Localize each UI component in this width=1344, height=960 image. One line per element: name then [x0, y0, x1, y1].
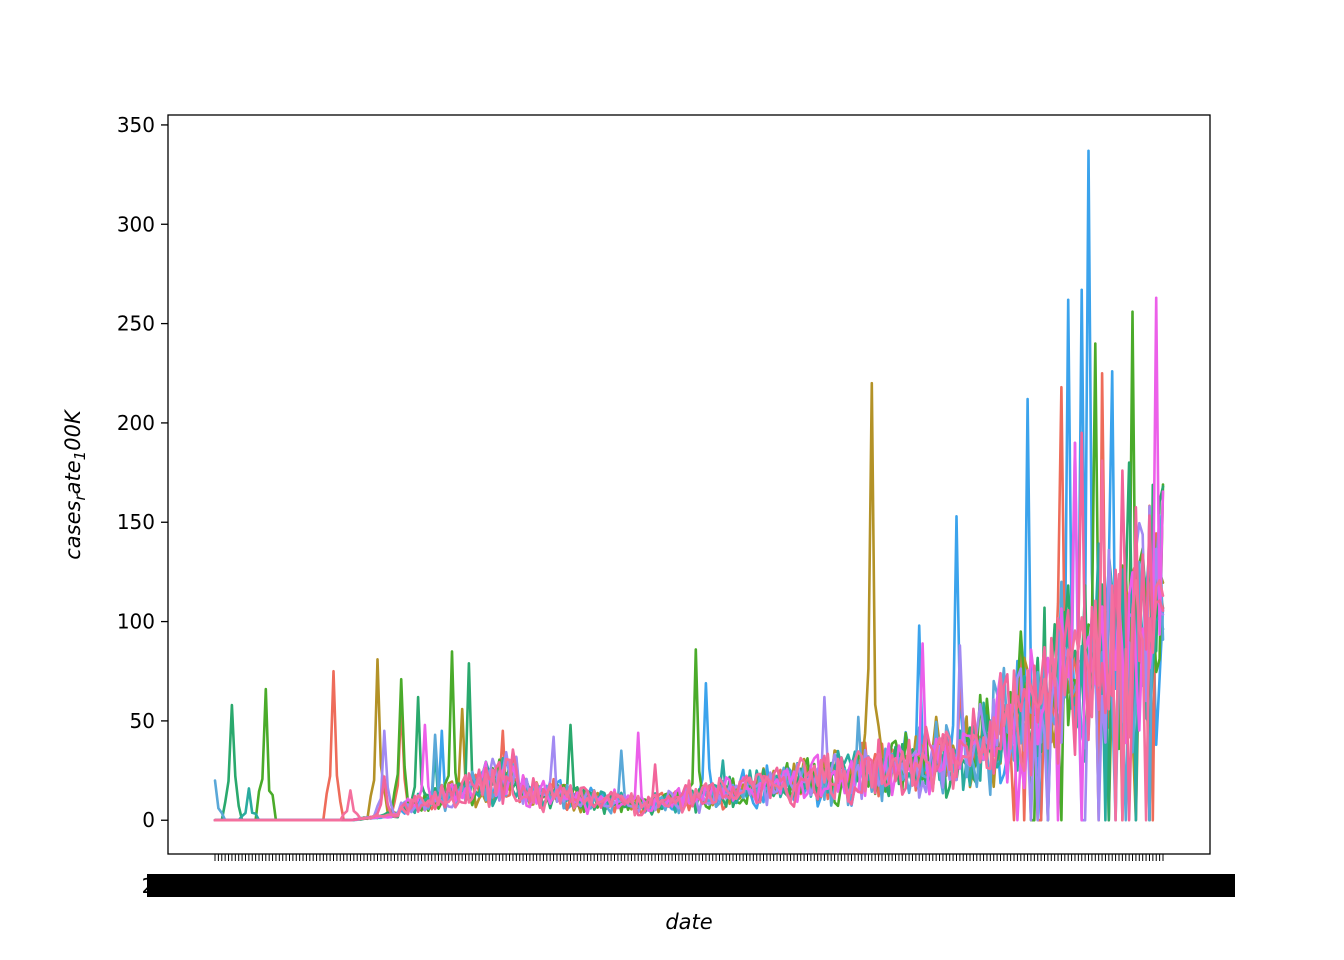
x-tick-label: 2 — [1186, 874, 1199, 898]
x-axis-label: date — [665, 910, 712, 934]
y-tick-label: 200 — [117, 411, 155, 435]
x-tick-label: 2 — [1208, 874, 1221, 898]
plot-frame — [167, 114, 1211, 855]
y-axis-label-subscript: r — [71, 494, 89, 501]
y-tick-label: 300 — [117, 212, 155, 236]
x-tick-label-overlap — [147, 874, 1235, 897]
y-tick-label: 50 — [130, 709, 155, 733]
y-tick-label: 150 — [117, 510, 155, 534]
y-tick-label: 350 — [117, 113, 155, 137]
x-tick-label: 2 — [142, 874, 155, 898]
x-tick-label: 2 — [1198, 874, 1211, 898]
y-axis-ticks: 0 50 100 150 200 250 300 350 — [117, 113, 168, 832]
x-tick-label: 2 — [1174, 874, 1187, 898]
y-tick-label: 100 — [117, 610, 155, 634]
y-axis-label-part: ate — [61, 460, 85, 494]
x-tick-label: 2 — [1216, 874, 1229, 898]
y-axis-label-part: cases — [61, 500, 85, 559]
y-tick-label: 250 — [117, 312, 155, 336]
x-axis-ticks — [214, 854, 1164, 861]
y-axis-label-subscript: 1 — [71, 451, 89, 461]
y-axis-label: casesrate100K — [61, 408, 89, 560]
y-tick-label: 0 — [142, 808, 155, 832]
x-tick-label: 9 — [1224, 874, 1237, 898]
y-axis-label-part: 00K — [61, 408, 85, 451]
series-lines — [213, 149, 1165, 822]
series-line — [213, 459, 1165, 822]
